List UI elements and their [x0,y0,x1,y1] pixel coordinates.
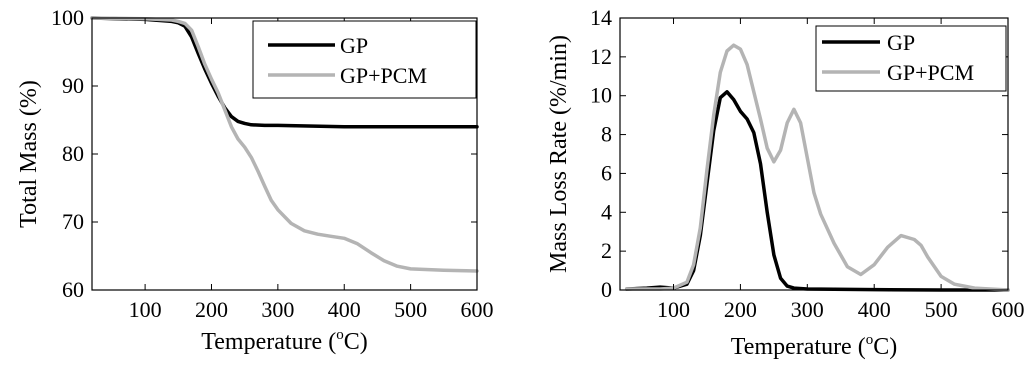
y-tick-label: 70 [62,209,84,234]
y-tick-label: 0 [601,277,612,302]
series-line-gp-pcm [90,16,479,273]
x-axis-title: Temperature (oC) [201,327,367,355]
plot-frame [619,17,1009,291]
x-axis-title: Temperature (oC) [731,332,897,360]
legend: GP GP+PCM [252,20,477,99]
y-tick-label: 10 [590,83,612,108]
y-tick-label: 80 [62,141,84,166]
legend-label: GP [887,30,915,55]
legend: GP GP+PCM [815,25,1007,92]
x-tick-label: 500 [925,297,958,322]
y-tick-label: 8 [601,122,612,147]
total-mass-chart: 100 200 300 400 500 600 60 70 80 90 100 Temperature… [16,5,494,355]
y-tick-label: 90 [62,73,84,98]
y-tick-label: 60 [62,277,84,302]
x-tick-label: 200 [724,297,757,322]
series-line-gp-pcm [624,43,1010,292]
x-tick-label: 200 [195,297,228,322]
mass-loss-rate-chart: 100 200 300 400 500 600 0 2 4 6 8 10 12 14 Temperature… [546,5,1025,360]
y-tick-label: 2 [601,238,612,263]
x-tick-label: 300 [791,297,824,322]
x-tick-label: 300 [261,297,294,322]
y-tick-label: 6 [601,160,612,185]
y-axis-title: Total Mass (%) [16,80,42,228]
x-tick-label: 600 [461,297,494,322]
y-tick-label: 100 [51,5,84,30]
y-tick-label: 12 [590,44,612,69]
y-tick-label: 14 [590,5,612,30]
x-tick-label: 600 [992,297,1025,322]
x-tick-label: 100 [657,297,690,322]
x-tick-label: 500 [394,297,427,322]
x-tick-label: 100 [129,297,162,322]
x-tick-label: 400 [328,297,361,322]
x-tick-label: 400 [858,297,891,322]
legend-box [252,20,477,99]
legend-box [815,25,1007,92]
series-line-gp [624,90,1010,292]
legend-label: GP+PCM [340,63,427,88]
y-tick-label: 4 [601,199,612,224]
legend-label: GP [340,33,368,58]
y-axis-title: Mass Loss Rate (%/min) [546,35,572,273]
legend-label: GP+PCM [887,60,974,85]
